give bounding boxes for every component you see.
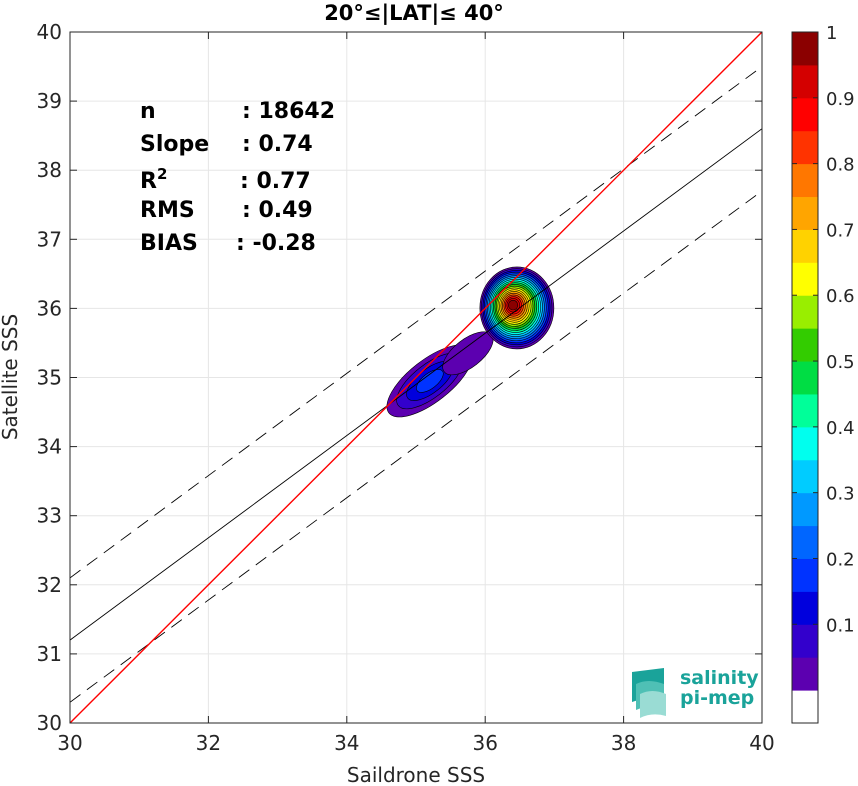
regression-upper-dashed-line — [70, 66, 762, 579]
colorbar-segment — [792, 32, 818, 66]
y-tick-label: 34 — [37, 435, 62, 459]
colorbar-segment — [792, 459, 818, 494]
colorbar-tick-label: 0.6 — [826, 286, 855, 307]
wave-logo-icon — [632, 668, 666, 718]
salinity-pi-mep-logo: salinity pi-mep — [632, 667, 759, 718]
colorbar-frame — [791, 31, 819, 724]
stat-label: BIAS — [140, 231, 198, 256]
regression-lower-dashed-line — [70, 190, 762, 703]
colorbar-segment — [792, 492, 818, 527]
x-tick-label: 38 — [611, 731, 636, 755]
colorbar-segment — [792, 690, 818, 724]
colorbar-tick-label: 1 — [826, 23, 837, 44]
x-tick-label: 30 — [57, 731, 82, 755]
colorbar-segment — [792, 426, 818, 461]
stat-value: : 0.74 — [242, 132, 313, 157]
colorbar-segment — [792, 229, 818, 263]
grid — [70, 32, 762, 723]
logo-line-1: salinity — [680, 667, 759, 689]
stat-label: RMS — [140, 198, 195, 223]
density-contour-secondary — [416, 369, 444, 393]
colorbar-segment — [792, 525, 818, 559]
colorbar-segment — [792, 328, 818, 362]
identity-line — [70, 32, 762, 723]
colorbar-segment — [792, 196, 818, 230]
y-tick-label: 39 — [37, 89, 62, 113]
x-axis-label: Saildrone SSS — [347, 763, 485, 786]
colorbar-segment — [792, 97, 818, 132]
colorbar-segment — [792, 591, 818, 625]
colorbar-tick-label: 0.7 — [826, 220, 855, 241]
y-tick-label: 36 — [37, 296, 62, 320]
y-tick-label: 30 — [37, 711, 62, 735]
colorbar-tick-label: 0.3 — [826, 484, 855, 505]
x-tick-label: 32 — [196, 731, 221, 755]
colorbar-segment — [792, 624, 818, 658]
chart-title: 20°≤|LAT|≤ 40° — [324, 1, 504, 26]
colorbar: 0.1 0.2 0.3 0.4 0.5 0.6 0.7 0.8 0.9 1 — [791, 23, 855, 724]
y-tick-label: 31 — [37, 642, 62, 666]
colorbar-segment — [792, 262, 818, 296]
stat-label: n — [140, 99, 156, 124]
y-tick-label: 33 — [37, 504, 62, 528]
x-tick-label: 36 — [472, 731, 497, 755]
colorbar-tick-label: 0.8 — [826, 155, 855, 176]
stat-label: Slope — [140, 132, 209, 157]
y-tick-label: 38 — [37, 158, 62, 182]
colorbar-segment — [792, 130, 818, 165]
colorbar-tick-label: 0.1 — [826, 615, 855, 636]
colorbar-segment — [792, 361, 818, 395]
colorbar-tick-label: 0.9 — [826, 89, 855, 110]
x-tick-label: 40 — [749, 731, 774, 755]
colorbar-segment — [792, 295, 818, 329]
stat-value: : 0.77 — [240, 169, 311, 194]
density-contour-main — [508, 299, 519, 311]
stat-value: : 18642 — [242, 99, 335, 124]
colorbar-segment — [792, 393, 818, 428]
colorbar-segment — [792, 163, 818, 198]
logo-line-2: pi-mep — [680, 687, 754, 709]
stat-value: : -0.28 — [236, 231, 316, 256]
colorbar-segment — [792, 64, 818, 99]
y-tick-label: 37 — [37, 227, 62, 251]
y-tick-label: 40 — [37, 20, 62, 44]
colorbar-segment — [792, 657, 818, 691]
x-tick-label: 34 — [334, 731, 359, 755]
colorbar-tick-label: 0.4 — [826, 418, 855, 439]
y-axis-label: Satellite SSS — [0, 314, 22, 440]
stat-value: : 0.49 — [242, 198, 313, 223]
colorbar-segment — [792, 558, 818, 592]
axis-ticks: 30 32 34 36 38 40 30 31 32 33 34 35 36 37 38 39 40 — [37, 20, 775, 755]
regression-line — [70, 128, 762, 641]
density-contours — [386, 266, 555, 418]
y-tick-label: 32 — [37, 573, 62, 597]
colorbar-tick-label: 0.2 — [826, 549, 855, 570]
y-tick-label: 35 — [37, 366, 62, 390]
colorbar-tick-label: 0.5 — [826, 352, 855, 373]
fit-lines — [70, 32, 762, 723]
